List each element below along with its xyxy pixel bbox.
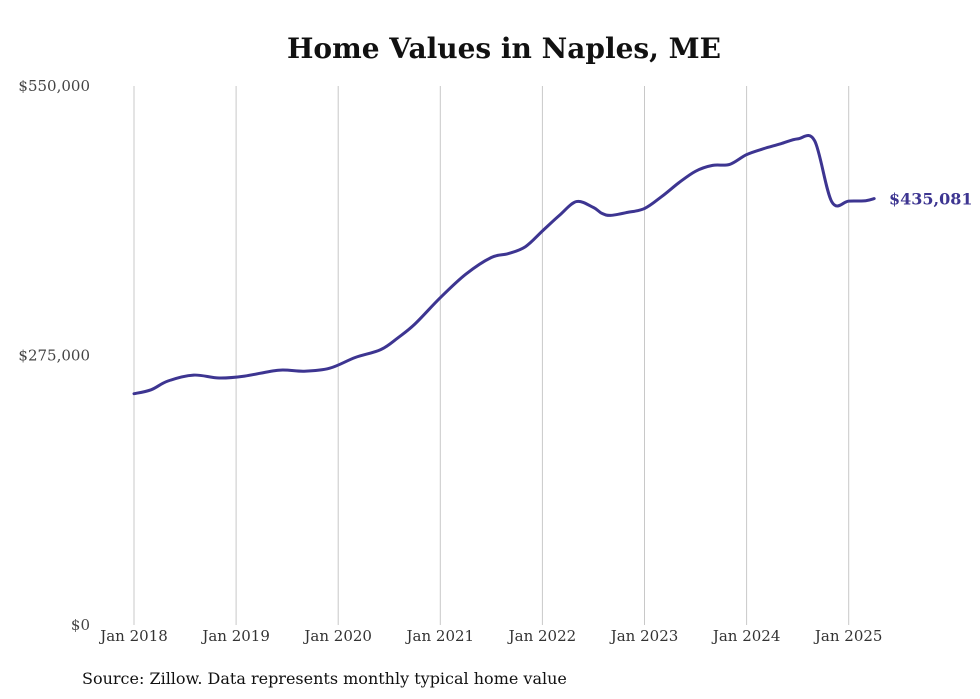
series-layer — [132, 134, 876, 396]
y-tick-label: $550,000 — [18, 77, 90, 95]
vertical-gridlines — [133, 86, 850, 625]
x-tick-label: Jan 2018 — [98, 627, 168, 645]
x-tick-label: Jan 2020 — [302, 627, 372, 645]
y-tick-label: $275,000 — [18, 347, 90, 365]
y-tick-label: $0 — [71, 616, 90, 634]
x-tick-label: Jan 2021 — [405, 627, 475, 645]
end-value-label: $435,081 — [889, 190, 973, 209]
chart-title: Home Values in Naples, ME — [287, 32, 721, 65]
x-tick-label: Jan 2023 — [609, 627, 679, 645]
x-tick-label: Jan 2019 — [200, 627, 270, 645]
source-note: Source: Zillow. Data represents monthly … — [82, 669, 567, 688]
y-axis: $0 $275,000 $550,000 — [18, 77, 90, 634]
series-line — [132, 134, 876, 396]
x-axis: Jan 2018 Jan 2019 Jan 2020 Jan 2021 Jan 2022… — [98, 627, 882, 645]
x-tick-label: Jan 2022 — [507, 627, 577, 645]
x-tick-label: Jan 2024 — [711, 627, 781, 645]
x-tick-label: Jan 2025 — [813, 627, 883, 645]
